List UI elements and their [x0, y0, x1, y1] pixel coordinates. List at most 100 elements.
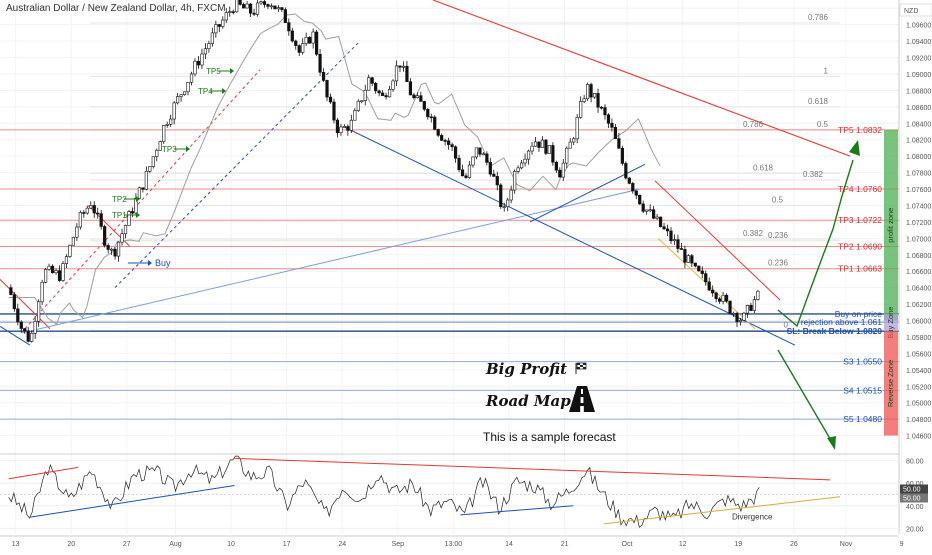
price-tick-label: 1.05600 — [906, 351, 931, 358]
candle-bull — [269, 5, 274, 8]
candle-bull — [394, 65, 399, 82]
candle-bull — [516, 167, 520, 172]
candle-bear — [464, 175, 468, 178]
candle-bull — [572, 138, 576, 143]
candle-bull — [474, 147, 479, 158]
candle-bear — [308, 36, 312, 44]
time-tick-label: 20 — [67, 541, 75, 548]
candle-bull — [360, 100, 364, 102]
level-label: S4 1.0515 — [843, 385, 882, 395]
candle-bear — [318, 54, 322, 73]
level-label: rejection above 1.061 — [801, 317, 883, 327]
candle-bear — [735, 312, 739, 322]
candle-bear — [440, 135, 444, 141]
level-label: TP4 1.0760 — [838, 184, 882, 194]
sample-forecast-caption: This is a sample forecast — [483, 430, 616, 444]
candle-bull — [367, 77, 371, 91]
candle-bear — [141, 187, 145, 190]
time-tick-label: Nov — [840, 541, 853, 548]
candle-bull — [221, 19, 225, 27]
time-tick-label: Sep — [392, 541, 405, 548]
candle-bear — [610, 122, 614, 128]
candle-bull — [540, 139, 545, 148]
candle-bear — [273, 5, 277, 10]
candle-bear — [82, 212, 86, 214]
candle-bear — [599, 106, 604, 109]
candle-bull — [64, 256, 69, 264]
candle-bull — [471, 156, 475, 166]
candle-bear — [9, 287, 13, 295]
osc-trend-yellow — [603, 496, 841, 525]
candle-bear — [50, 265, 55, 274]
trend-blue-long — [21, 188, 641, 334]
candle-bear — [377, 90, 381, 94]
candle-bear — [669, 230, 673, 242]
fib-label: 0.5 — [772, 195, 784, 204]
price-tick-label: 1.04800 — [906, 417, 931, 424]
tp-marker-arrowhead — [186, 146, 190, 152]
candle-bull — [144, 171, 148, 190]
candle-bear — [408, 81, 413, 96]
price-tick-label: 1.06400 — [906, 286, 931, 293]
candle-bear — [297, 45, 301, 53]
level-label: SL: Break Below 1.0820 — [787, 326, 883, 336]
fib-label: 0 — [784, 320, 789, 329]
chart-title: Australian Dollar / New Zealand Dollar, … — [6, 3, 226, 14]
candle-bull — [530, 145, 534, 152]
candle-bear — [662, 226, 666, 230]
price-tick-label: 1.07800 — [906, 171, 931, 178]
osc-current-badge — [900, 493, 928, 503]
buy-label: Buy — [155, 258, 171, 268]
candle-bull — [255, 2, 260, 15]
candle-bear — [457, 157, 461, 171]
candle-bull — [162, 125, 166, 142]
candle-bull — [752, 299, 756, 311]
candle-bull — [304, 36, 308, 44]
candle-bear — [262, 1, 267, 5]
candle-bear — [453, 146, 458, 159]
tp-marker-arrowhead — [136, 196, 140, 202]
candle-bull — [568, 141, 572, 149]
candle-bull — [193, 60, 197, 75]
road-icon — [569, 386, 595, 412]
candle-bear — [280, 7, 284, 10]
candle-bear — [57, 270, 62, 281]
candle-bull — [756, 290, 760, 300]
candle-bull — [245, 3, 249, 9]
candle-bear — [398, 65, 402, 68]
candle-bull — [481, 153, 485, 156]
candle-bull — [686, 255, 690, 263]
time-tick-label: Oct — [622, 541, 633, 548]
candle-bear — [617, 138, 621, 149]
price-tick-label: 1.07400 — [906, 203, 931, 210]
candle-bull — [172, 102, 176, 120]
osc-trend-blue-left — [30, 484, 235, 518]
level-label: TP2 1.0690 — [838, 242, 882, 252]
candle-bear — [426, 109, 430, 118]
candle-bear — [447, 140, 451, 145]
tp-marker-tp5: TP5 — [206, 67, 221, 76]
candle-bear — [492, 173, 496, 177]
level-label: S3 1.0550 — [843, 357, 882, 367]
candle-bull — [565, 147, 569, 164]
fib-label: 0.5 — [817, 120, 829, 129]
osc-current-label: 50.00 — [903, 496, 921, 503]
trend-red-left — [0, 279, 51, 330]
time-tick-label: 13:00 — [445, 541, 463, 548]
candle-bear — [196, 60, 201, 66]
candle-bear — [332, 101, 336, 121]
candle-bull — [259, 1, 263, 4]
candle-bear — [130, 211, 135, 214]
candle-bear — [478, 147, 482, 155]
candle-bull — [127, 211, 131, 226]
candle-bear — [328, 96, 333, 103]
candle-bear — [103, 226, 107, 246]
candle-bull — [415, 95, 419, 99]
price-tick-label: 1.09000 — [906, 72, 931, 79]
price-tick-label: 1.08400 — [906, 121, 931, 128]
candle-bull — [158, 141, 162, 151]
zone-label: Reverse Zone — [886, 360, 895, 407]
candle-bear — [718, 298, 722, 302]
